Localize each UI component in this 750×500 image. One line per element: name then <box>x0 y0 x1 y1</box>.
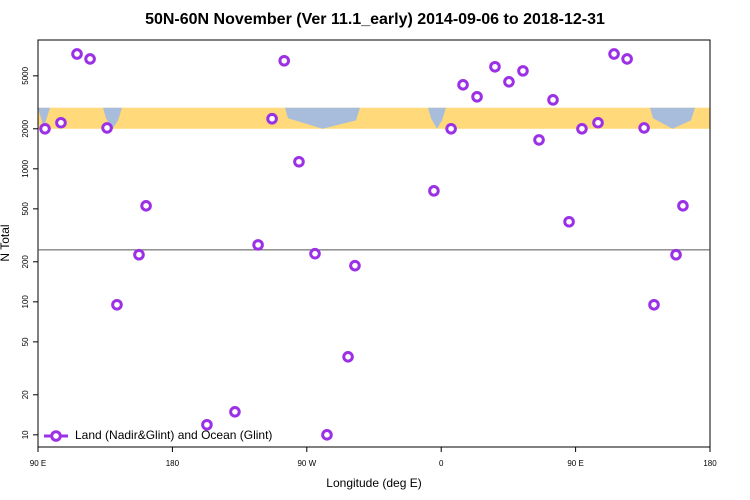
y-tick-label: 10 <box>21 430 30 439</box>
data-point <box>349 259 361 272</box>
data-point <box>621 53 633 65</box>
y-tick-label: 100 <box>21 295 30 309</box>
data-point <box>608 48 620 60</box>
data-point <box>503 76 515 88</box>
data-point <box>266 112 278 125</box>
data-point <box>39 122 51 135</box>
data-point <box>677 200 689 212</box>
data-point <box>471 90 483 103</box>
land-shape <box>650 107 695 129</box>
land-shape <box>428 107 446 129</box>
data-point <box>445 122 457 135</box>
data-point <box>648 298 660 311</box>
data-point <box>309 247 321 260</box>
land-shape <box>38 107 50 129</box>
data-point <box>321 429 333 441</box>
data-point <box>489 60 501 73</box>
y-tick-label: 50 <box>21 337 30 346</box>
data-point <box>140 200 152 212</box>
x-tick-label: 0 <box>439 459 444 468</box>
data-point <box>229 405 241 418</box>
y-tick-label: 2000 <box>21 119 30 137</box>
y-tick-label: 20 <box>21 390 30 399</box>
data-point <box>670 248 682 261</box>
data-point <box>252 239 264 251</box>
x-tick-label: 90 E <box>30 459 46 468</box>
data-point <box>533 134 545 146</box>
data-point <box>457 79 469 91</box>
data-point <box>111 298 123 311</box>
legend-marker <box>50 430 62 442</box>
land-shape <box>285 107 360 129</box>
band-area <box>38 107 710 129</box>
data-point <box>201 418 213 431</box>
y-tick-label: 1000 <box>21 159 30 177</box>
y-tick-label: 5000 <box>21 66 30 84</box>
data-point <box>71 48 83 60</box>
data-point <box>293 155 305 168</box>
data-point <box>592 116 604 129</box>
y-tick-label: 200 <box>21 255 30 269</box>
x-tick-label: 90 E <box>567 459 583 468</box>
data-point <box>576 122 588 135</box>
x-tick-label: 90 W <box>297 459 316 468</box>
data-point <box>342 351 354 363</box>
x-tick-label: 180 <box>166 459 180 468</box>
data-point <box>133 248 145 261</box>
data-point <box>517 65 529 77</box>
map-band <box>38 107 710 129</box>
data-point <box>101 122 113 134</box>
plot-frame <box>37 39 711 448</box>
data-point <box>638 122 650 134</box>
data-point <box>84 53 96 65</box>
land-shape <box>103 107 122 129</box>
x-tick-label: 180 <box>703 459 717 468</box>
y-axis-label: N Total <box>0 224 12 261</box>
data-point <box>278 54 291 67</box>
data-point <box>55 116 67 129</box>
data-point <box>563 215 575 228</box>
legend-label: Land (Nadir&Glint) and Ocean (Glint) <box>75 428 272 442</box>
data-point <box>428 185 440 197</box>
y-tick-label: 500 <box>21 202 30 216</box>
chart-title: 50N-60N November (Ver 11.1_early) 2014-0… <box>145 11 605 28</box>
x-axis-label: Longitude (deg E) <box>326 476 421 490</box>
data-point <box>547 94 559 106</box>
